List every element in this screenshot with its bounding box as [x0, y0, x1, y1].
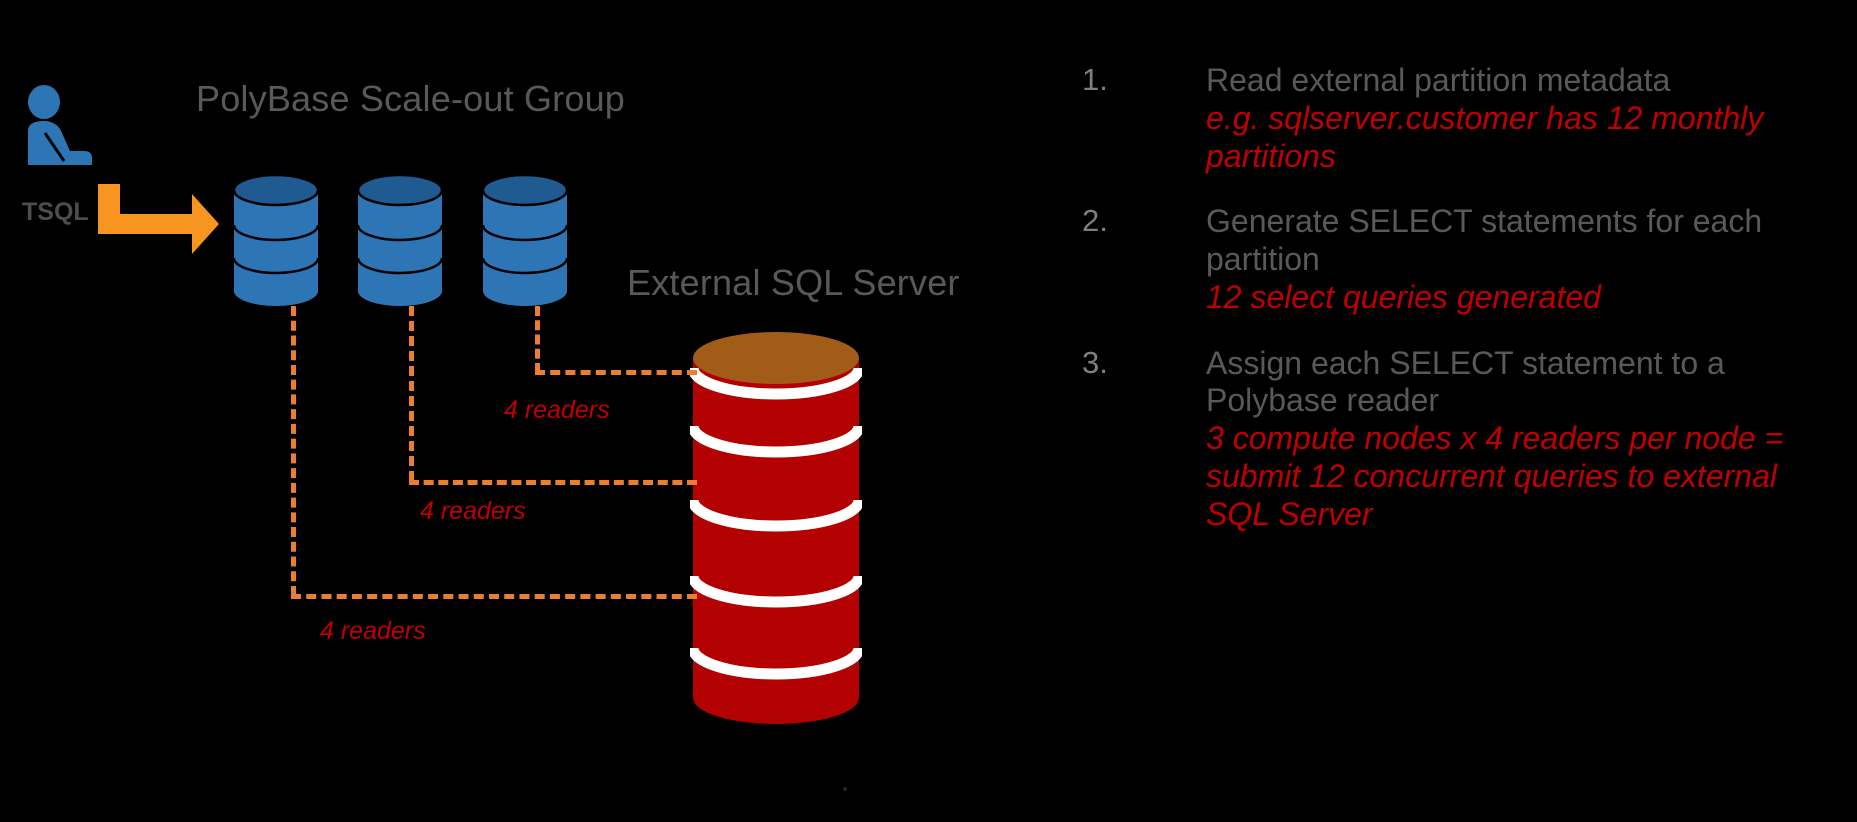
elbow-arrow-icon	[96, 182, 221, 257]
external-sql-server	[687, 328, 865, 740]
step-3-title: Assign each SELECT statement to a Polyba…	[1206, 344, 1725, 419]
reader-connector-node-1-vertical	[291, 306, 296, 596]
reader-connector-node-3-horizontal	[535, 370, 697, 375]
tsql-label: TSQL	[22, 198, 89, 226]
person-icon	[18, 85, 103, 175]
step-2-number: 2.	[1082, 203, 1108, 239]
step-1-number: 1.	[1082, 62, 1108, 97]
polybase-group-title: PolyBase Scale-out Group	[196, 78, 626, 119]
step-item-3: 3. Assign each SELECT statement to a Pol…	[1082, 345, 1842, 534]
step-1-note: e.g. sqlserver.customer has 12 monthly p…	[1206, 99, 1764, 174]
compute-node-3	[481, 173, 569, 308]
step-1-title: Read external partition metadata	[1206, 62, 1671, 98]
readers-label-node-1: 4 readers	[320, 617, 426, 645]
step-3-note: 3 compute nodes x 4 readers per node = s…	[1206, 420, 1784, 532]
step-item-2: 2. Generate SELECT statements for each p…	[1082, 203, 1842, 316]
stray-dot	[843, 787, 847, 791]
compute-node-1	[232, 173, 320, 308]
reader-connector-node-3-vertical	[535, 306, 540, 373]
reader-connector-node-1-horizontal	[291, 594, 697, 599]
reader-connector-node-2-horizontal	[409, 480, 697, 485]
step-3-number: 3.	[1082, 344, 1108, 380]
external-sql-server-title: External SQL Server	[627, 262, 960, 303]
step-item-1: 1. Read external partition metadata e.g.…	[1082, 62, 1842, 175]
step-2-title: Generate SELECT statements for each part…	[1206, 203, 1763, 277]
readers-label-node-3: 4 readers	[504, 396, 610, 424]
compute-node-2	[356, 173, 444, 308]
steps-panel: 1. Read external partition metadata e.g.…	[1082, 62, 1842, 561]
step-2-note: 12 select queries generated	[1206, 278, 1601, 315]
reader-connector-node-2-vertical	[409, 306, 414, 481]
readers-label-node-2: 4 readers	[420, 497, 526, 525]
